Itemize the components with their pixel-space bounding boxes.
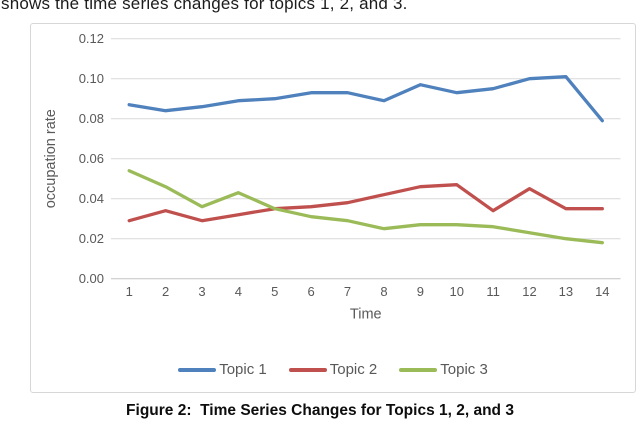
series-line-topic-2 [127,183,604,223]
y-axis-title: occupation rate [43,109,59,208]
x-tick-label: 13 [559,284,573,299]
legend-label-topic-1: Topic 1 [219,361,267,378]
x-tick-label: 7 [344,284,351,299]
x-tick-label: 3 [198,284,205,299]
legend-item-topic-2: Topic 2 [288,361,378,378]
chart-figure: 0.00 0.02 0.04 0.06 0.08 0.10 0.12 1 2 3 4 5 6 7 8 9 10 1… [30,23,636,393]
legend-label-topic-2: Topic 2 [329,361,378,378]
y-tick-label: 0.10 [79,71,104,86]
legend-swatch-topic-2 [288,367,327,372]
x-axis-title: Time [350,307,382,323]
y-tick-label: 0.12 [79,31,104,46]
y-tick-label: 0.00 [79,271,104,286]
x-tick-label: 1 [126,284,133,299]
x-tick-label: 2 [162,284,169,299]
legend-label-topic-3: Topic 3 [440,361,488,378]
x-tick-label: 5 [271,284,278,299]
x-tick-label: 4 [235,284,242,299]
x-tick-label: 6 [308,284,315,299]
legend-item-topic-1: Topic 1 [178,361,267,378]
legend-swatch-topic-1 [178,367,217,372]
chart-svg: 0.000.020.040.060.080.100.121 2 3 4 5 6 7 8 9 10 1… [43,31,621,323]
x-tick-label: 8 [380,284,387,299]
figure-caption: Figure 2: Time Series Changes for Topics… [126,402,514,419]
x-tick-label: 14 [595,284,609,299]
chart-legend: Topic 1 Topic 2 Topic 3 [31,361,635,378]
legend-item-topic-3: Topic 3 [399,361,488,378]
series-line-topic-3 [127,169,604,245]
intro-text: shows the time series changes for topics… [1,0,408,13]
x-tick-label: 12 [522,284,536,299]
x-tick-label: 11 [486,284,500,299]
series-line-topic-1 [127,75,604,123]
y-tick-label: 0.08 [79,111,104,126]
x-tick-label: 10 [449,284,463,299]
y-tick-label: 0.02 [79,231,104,246]
y-tick-label: 0.06 [79,151,104,166]
legend-swatch-topic-3 [399,367,438,372]
y-tick-label: 0.04 [79,191,104,206]
x-tick-label: 9 [417,284,424,299]
